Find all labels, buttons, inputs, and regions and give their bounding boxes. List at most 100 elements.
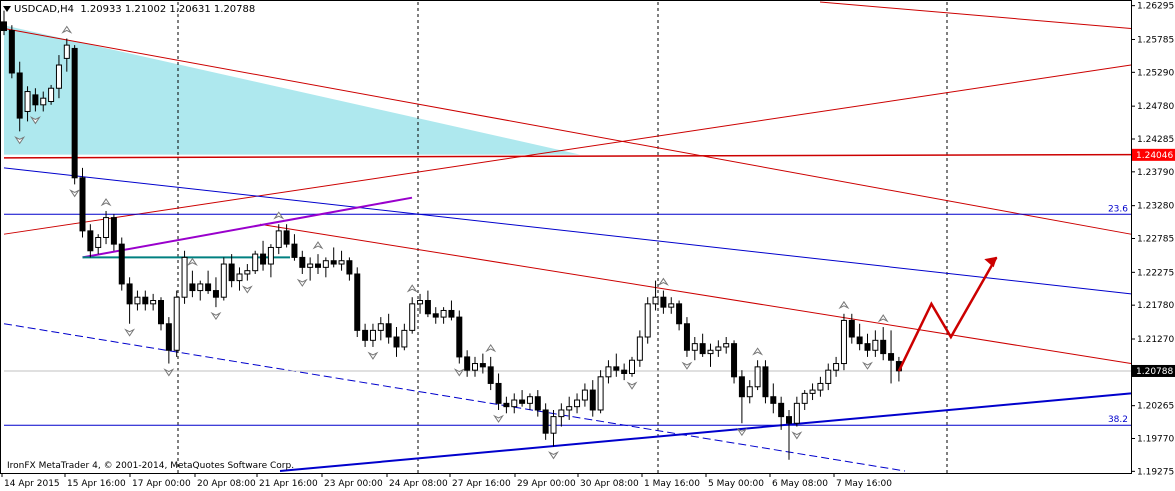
candle-body[interactable] (291, 243, 298, 258)
candle-body[interactable] (558, 409, 565, 418)
candle-body[interactable] (872, 339, 879, 351)
candle-body[interactable] (181, 256, 188, 298)
candle-body[interactable] (534, 396, 541, 411)
candle-body[interactable] (197, 283, 204, 292)
candle-body[interactable] (691, 343, 698, 351)
candle-body[interactable] (526, 396, 533, 404)
candle-body[interactable] (299, 256, 306, 268)
candle-body[interactable] (833, 363, 840, 371)
candle-body[interactable] (786, 416, 792, 424)
candle-body[interactable] (848, 319, 855, 338)
candle-body[interactable] (205, 283, 212, 292)
candle-body[interactable] (212, 290, 219, 298)
candle-body[interactable] (244, 270, 251, 275)
candle-body[interactable] (754, 366, 761, 388)
candle-body[interactable] (55, 64, 62, 89)
candle-body[interactable] (377, 323, 384, 331)
candle-body[interactable] (817, 382, 824, 391)
candle-body[interactable] (809, 389, 816, 394)
candle-body[interactable] (864, 343, 871, 351)
candle-body[interactable] (581, 389, 588, 401)
candle-body[interactable] (260, 253, 267, 265)
candle-body[interactable] (173, 296, 180, 351)
candle-body[interactable] (63, 44, 70, 59)
candle-body[interactable] (307, 263, 314, 268)
candle-body[interactable] (118, 243, 125, 285)
candle-body[interactable] (793, 402, 800, 424)
candle-body[interactable] (856, 336, 863, 345)
candle-body[interactable] (707, 349, 714, 355)
candle-body[interactable] (16, 72, 23, 119)
candle-body[interactable] (283, 230, 290, 245)
candle-body[interactable] (401, 329, 408, 348)
candle-body[interactable] (519, 399, 526, 404)
candle-body[interactable] (589, 389, 596, 411)
candle-body[interactable] (566, 406, 573, 411)
candle-body[interactable] (315, 263, 321, 268)
candle-body[interactable] (32, 94, 39, 106)
candle-body[interactable] (275, 230, 282, 248)
candle-body[interactable] (228, 263, 235, 282)
candle-body[interactable] (652, 296, 659, 305)
candle-body[interactable] (613, 366, 620, 371)
candle-body[interactable] (778, 402, 785, 418)
candle-body[interactable] (1, 21, 7, 32)
candle-body[interactable] (629, 359, 635, 374)
candle-body[interactable] (495, 382, 502, 404)
candle-body[interactable] (87, 230, 94, 252)
candle-body[interactable] (479, 363, 486, 368)
candle-body[interactable] (48, 87, 55, 103)
candle-body[interactable] (393, 336, 400, 348)
candle-body[interactable] (322, 260, 329, 268)
candle-body[interactable] (354, 273, 361, 331)
candle-body[interactable] (487, 366, 494, 384)
candle-body[interactable] (636, 336, 643, 361)
candle-body[interactable] (236, 273, 243, 282)
candle-body[interactable] (110, 217, 117, 245)
candle-body[interactable] (746, 386, 753, 398)
candle-body[interactable] (134, 296, 141, 305)
candle-body[interactable] (24, 91, 31, 112)
candle-body[interactable] (158, 300, 164, 325)
candle-body[interactable] (103, 217, 110, 238)
candle-body[interactable] (189, 283, 196, 292)
candle-body[interactable] (417, 300, 424, 305)
candle-body[interactable] (369, 329, 376, 341)
candle-body[interactable] (731, 343, 738, 378)
candle-body[interactable] (95, 237, 102, 248)
candle-body[interactable] (723, 343, 730, 348)
candle-body[interactable] (126, 283, 133, 305)
candle-body[interactable] (668, 303, 675, 308)
candle-body[interactable] (424, 300, 431, 315)
candle-body[interactable] (448, 309, 455, 318)
candle-body[interactable] (409, 303, 416, 331)
candle-body[interactable] (801, 392, 808, 404)
candle-body[interactable] (762, 366, 769, 398)
candle-body[interactable] (252, 253, 259, 272)
candle-body[interactable] (825, 369, 832, 384)
candle-body[interactable] (40, 97, 47, 106)
candle-body[interactable] (660, 296, 667, 308)
candle-body[interactable] (621, 369, 628, 374)
candle-body[interactable] (456, 316, 463, 358)
candle-body[interactable] (150, 300, 157, 305)
candle-body[interactable] (699, 343, 706, 355)
candle-body[interactable] (464, 356, 471, 371)
candle-body[interactable] (676, 303, 683, 325)
candle-body[interactable] (220, 263, 227, 298)
candle-body[interactable] (511, 399, 518, 408)
candle-body[interactable] (888, 353, 895, 361)
candle-body[interactable] (503, 402, 510, 408)
candle-body[interactable] (330, 260, 337, 265)
candle-body[interactable] (346, 260, 353, 275)
candle-body[interactable] (362, 329, 369, 341)
chevron-down-icon[interactable] (3, 6, 11, 12)
candle-body[interactable] (542, 409, 549, 434)
candle-body[interactable] (79, 177, 86, 232)
candle-body[interactable] (142, 296, 149, 305)
candle-body[interactable] (644, 303, 651, 338)
candle-body[interactable] (840, 319, 847, 365)
candle-body[interactable] (8, 30, 15, 74)
